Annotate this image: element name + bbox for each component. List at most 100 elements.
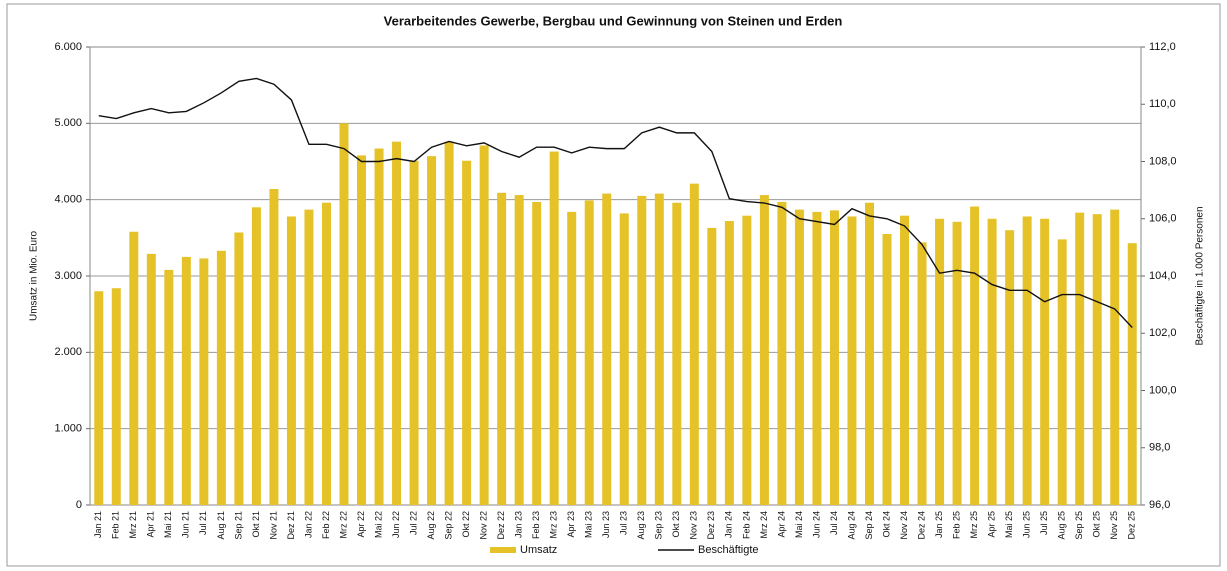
y-tick-label: 1.000 bbox=[54, 423, 82, 435]
bar bbox=[829, 210, 839, 505]
bar bbox=[94, 291, 104, 505]
y2-axis-label: Beschäftigte in 1.000 Personen bbox=[1195, 207, 1206, 346]
bar bbox=[935, 218, 945, 505]
bar bbox=[1092, 214, 1102, 506]
bar bbox=[1040, 218, 1050, 505]
x-tick-label: Nov 25 bbox=[1109, 511, 1119, 540]
y2-tick-label: 112,0 bbox=[1149, 41, 1176, 53]
y2-tick-label: 110,0 bbox=[1149, 98, 1176, 110]
bar bbox=[269, 188, 279, 506]
x-tick-label: Mrz 23 bbox=[549, 511, 559, 539]
bar bbox=[409, 160, 419, 505]
bar bbox=[1127, 243, 1137, 505]
bar bbox=[707, 227, 717, 505]
bar bbox=[392, 141, 402, 506]
x-tick-label: Jul 25 bbox=[1039, 511, 1049, 535]
x-tick-label: Jan 25 bbox=[934, 511, 944, 538]
x-tick-label: Apr 22 bbox=[356, 511, 366, 538]
x-tick-label: Nov 23 bbox=[689, 511, 699, 540]
x-tick-label: Okt 22 bbox=[461, 511, 471, 538]
x-tick-label: Dez 24 bbox=[916, 511, 926, 540]
x-tick-label: Okt 25 bbox=[1092, 511, 1102, 538]
x-tick-label: Jun 23 bbox=[601, 511, 611, 538]
y-tick-label: 2.000 bbox=[54, 346, 82, 358]
x-tick-label: Dez 23 bbox=[706, 511, 716, 540]
x-tick-label: Dez 25 bbox=[1127, 511, 1137, 540]
x-tick-label: Jan 23 bbox=[514, 511, 524, 538]
y2-tick-label: 106,0 bbox=[1149, 213, 1177, 225]
x-tick-label: Jan 24 bbox=[724, 511, 734, 538]
bar bbox=[146, 253, 156, 505]
x-tick-label: Aug 23 bbox=[636, 511, 646, 540]
y-tick-label: 4.000 bbox=[54, 194, 82, 206]
x-tick-label: Aug 22 bbox=[426, 511, 436, 540]
bar bbox=[812, 211, 822, 505]
plot-frame bbox=[89, 46, 1142, 506]
y2-tick-label: 102,0 bbox=[1149, 327, 1177, 339]
x-tick-label: Mrz 25 bbox=[969, 511, 979, 539]
x-tick-label: Jun 21 bbox=[181, 511, 191, 538]
y2-tick-label: 108,0 bbox=[1149, 155, 1177, 167]
x-tick-label: Mai 21 bbox=[163, 511, 173, 538]
x-tick-label: Apr 21 bbox=[146, 511, 156, 538]
bar bbox=[637, 195, 647, 505]
y2-tick-label: 104,0 bbox=[1149, 270, 1177, 282]
bar bbox=[286, 216, 296, 505]
bar bbox=[794, 209, 804, 505]
x-tick-label: Jul 22 bbox=[408, 511, 418, 535]
bar bbox=[111, 288, 121, 505]
x-tick-label: Jun 25 bbox=[1022, 511, 1032, 538]
bar bbox=[164, 269, 174, 505]
x-tick-label: Sep 25 bbox=[1074, 511, 1084, 540]
bar bbox=[917, 242, 927, 505]
x-tick-label: Dez 21 bbox=[286, 511, 296, 540]
bar bbox=[654, 193, 664, 505]
bar bbox=[584, 200, 594, 505]
x-tick-label: Feb 23 bbox=[531, 511, 541, 539]
bar bbox=[479, 145, 489, 505]
bar bbox=[567, 211, 577, 505]
bar bbox=[181, 256, 191, 505]
bar bbox=[462, 160, 472, 505]
bar bbox=[1005, 230, 1015, 505]
bar bbox=[1057, 239, 1067, 506]
y2-tick-label: 100,0 bbox=[1149, 384, 1177, 396]
x-tick-label: Jun 22 bbox=[391, 511, 401, 538]
x-tick-label: Mrz 22 bbox=[338, 511, 348, 539]
x-tick-label: Mrz 24 bbox=[759, 511, 769, 539]
bar bbox=[199, 258, 209, 505]
bar bbox=[1110, 209, 1120, 505]
x-tick-label: Sep 24 bbox=[864, 511, 874, 540]
bar bbox=[689, 183, 699, 506]
x-tick-label: Feb 21 bbox=[111, 511, 121, 539]
x-tick-label: Feb 25 bbox=[951, 511, 961, 539]
bar bbox=[304, 209, 314, 505]
bar bbox=[970, 206, 980, 505]
x-tick-label: Aug 24 bbox=[846, 511, 856, 540]
y-tick-label: 0 bbox=[76, 499, 82, 511]
x-tick-label: Dez 22 bbox=[496, 511, 506, 540]
x-tick-label: Mai 22 bbox=[373, 511, 383, 538]
x-tick-label: Aug 25 bbox=[1057, 511, 1067, 540]
bar bbox=[777, 201, 787, 505]
bar bbox=[724, 221, 734, 506]
x-tick-label: Mai 24 bbox=[794, 511, 804, 538]
legend-swatch bbox=[490, 547, 516, 553]
bar bbox=[129, 231, 139, 505]
x-tick-label: Jul 24 bbox=[829, 511, 839, 535]
bar bbox=[987, 218, 997, 505]
bar bbox=[497, 192, 507, 505]
y2-tick-label: 98,0 bbox=[1149, 442, 1170, 454]
x-tick-label: Mai 25 bbox=[1004, 511, 1014, 538]
legend-label: Umsatz bbox=[520, 544, 557, 556]
x-tick-label: Nov 24 bbox=[899, 511, 909, 540]
x-tick-label: Okt 24 bbox=[881, 511, 891, 538]
bar bbox=[251, 207, 261, 506]
legend-label: Beschäftigte bbox=[698, 544, 759, 556]
bar bbox=[549, 151, 559, 505]
x-tick-label: Sep 23 bbox=[654, 511, 664, 540]
y-axis-label: Umsatz in Mio. Euro bbox=[29, 231, 40, 321]
y-tick-label: 6.000 bbox=[54, 41, 82, 53]
bar bbox=[514, 195, 524, 505]
